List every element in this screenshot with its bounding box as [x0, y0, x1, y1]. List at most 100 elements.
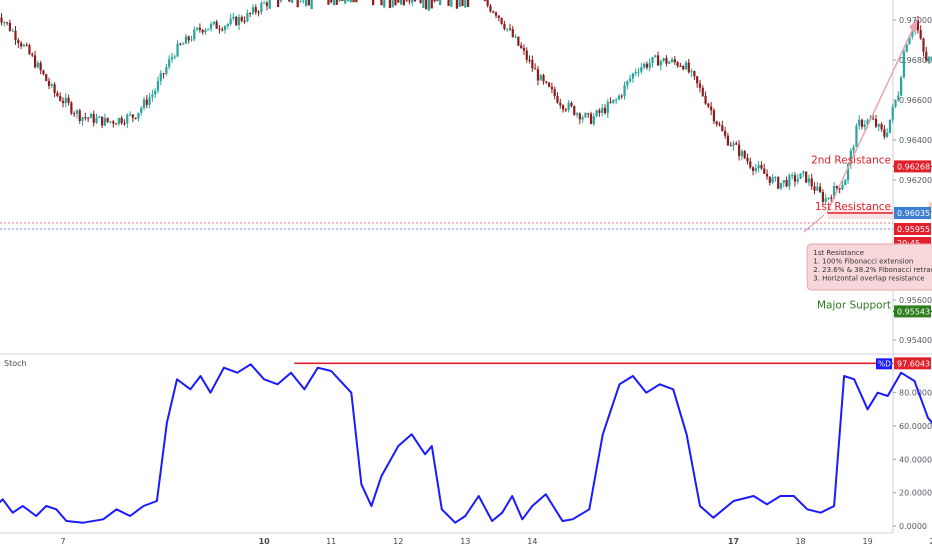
- annotation-text: 1st Resistance: [813, 249, 864, 257]
- candle-body: [592, 116, 595, 124]
- candle-body: [872, 118, 875, 120]
- time-axis-tick-label: 20: [930, 537, 932, 546]
- candle-body: [570, 102, 573, 107]
- candle-body: [559, 102, 562, 106]
- candle-body: [508, 28, 512, 30]
- candle-body: [251, 7, 255, 14]
- stoch-axis-tick-label: 0.0000: [899, 522, 927, 531]
- candle-body: [265, 2, 269, 6]
- candle-body: [927, 58, 931, 61]
- candle-body: [564, 109, 567, 111]
- time-axis-tick-label: 14: [527, 537, 537, 546]
- price-pane: [0, 0, 893, 352]
- candle-body: [123, 123, 126, 125]
- candle-body: [849, 150, 852, 165]
- candle-body: [852, 147, 855, 151]
- candle-body: [520, 45, 523, 48]
- candle-body: [802, 171, 805, 174]
- price-axis-tick-label: 0.96800: [899, 56, 932, 65]
- candle-body: [631, 73, 635, 79]
- candle-body: [855, 125, 858, 148]
- stoch-value-badge: [894, 357, 931, 370]
- candle-body: [427, 0, 431, 11]
- candle-body: [162, 73, 165, 75]
- candle-body: [109, 121, 112, 123]
- candle-body: [819, 186, 822, 192]
- candle-body: [235, 16, 238, 26]
- candle-body: [578, 113, 581, 120]
- candle-body: [243, 20, 246, 22]
- candle-body: [413, 0, 417, 1]
- candle-body: [151, 94, 154, 98]
- candle-body: [707, 103, 710, 107]
- candle-body: [53, 84, 56, 94]
- candle-body: [575, 113, 579, 115]
- candle-body: [455, 0, 459, 9]
- candle-body: [634, 72, 637, 74]
- candle-body: [304, 0, 308, 7]
- candle-body: [45, 74, 48, 81]
- candle-body: [159, 73, 162, 82]
- candle-body: [704, 95, 707, 104]
- candle-body: [813, 186, 816, 191]
- candle-body: [684, 62, 688, 70]
- candle-body: [676, 62, 679, 67]
- candle-body: [726, 135, 730, 146]
- candle-body: [218, 28, 221, 30]
- time-axis-tick-label: 19: [863, 537, 873, 546]
- price-axis-tick-label: 0.95400: [899, 336, 932, 345]
- candle-body: [383, 0, 386, 8]
- candle-body: [257, 11, 260, 13]
- candle-body: [98, 116, 101, 118]
- candle-body: [39, 62, 42, 71]
- candle-body: [900, 77, 903, 96]
- resistance-zone: [827, 209, 893, 219]
- candle-body: [299, 1, 302, 3]
- candle-body: [883, 129, 886, 137]
- candle-body: [148, 97, 151, 105]
- candle-body: [754, 167, 757, 171]
- stoch-axis-tick-label: 40.0000: [899, 455, 932, 464]
- candle-body: [701, 87, 704, 96]
- candle-body: [724, 131, 727, 136]
- candle-body: [439, 0, 442, 6]
- stoch-value-badge-label: 97.6043: [897, 359, 930, 368]
- stoch-axis-tick-label: 20.0000: [899, 489, 932, 498]
- candle-body: [640, 67, 643, 72]
- candle-body: [760, 165, 763, 169]
- candle-body: [137, 112, 140, 119]
- candle-body: [916, 19, 919, 31]
- candle-body: [693, 71, 696, 77]
- candle-body: [232, 16, 235, 19]
- candle-body: [746, 158, 749, 162]
- candle-body: [307, 0, 310, 6]
- stoch-pane: [0, 356, 893, 531]
- time-axis-tick-label: 10: [259, 537, 271, 546]
- candle-body: [142, 99, 146, 108]
- candle-body: [355, 0, 358, 3]
- candle-body: [670, 59, 674, 62]
- candle-body: [42, 70, 45, 75]
- candle-body: [821, 191, 824, 202]
- candle-body: [25, 44, 28, 46]
- candle-body: [542, 75, 545, 82]
- annotation-box: [806, 243, 932, 291]
- candle-body: [743, 151, 746, 159]
- candle-body: [114, 123, 118, 125]
- candle-body: [3, 22, 6, 24]
- candle-body: [190, 39, 193, 41]
- candle-body: [846, 164, 850, 180]
- candle-body: [402, 0, 405, 6]
- candle-body: [226, 24, 229, 27]
- candle-body: [506, 28, 509, 30]
- candle-body: [581, 117, 584, 120]
- level-label: Major Support: [817, 299, 891, 311]
- candle-body: [922, 38, 925, 52]
- candle-body: [263, 2, 266, 4]
- candle-body: [450, 0, 453, 7]
- candle-body: [777, 177, 780, 189]
- candle-body: [620, 95, 623, 97]
- candle-body: [11, 30, 14, 32]
